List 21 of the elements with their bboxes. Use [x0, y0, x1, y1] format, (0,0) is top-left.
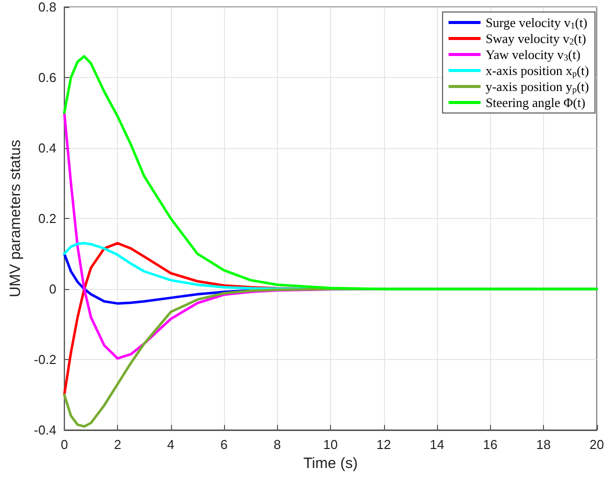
x-tick-label: 16 [483, 437, 498, 452]
x-tick-label: 0 [60, 437, 68, 452]
x-tick-label: 14 [430, 437, 444, 452]
y-tick-label: 0 [49, 282, 56, 296]
x-tick-label: 6 [220, 437, 228, 452]
x-tick-label: 10 [323, 437, 338, 452]
x-axis-title: Time (s) [303, 454, 358, 472]
y-tick-label: -0.2 [34, 352, 56, 367]
x-tick-label: 18 [536, 437, 551, 452]
y-tick-label: 0.8 [38, 0, 56, 14]
x-tick-label: 4 [167, 437, 174, 452]
y-axis-title: UMV parameters status [7, 140, 24, 298]
x-tick-label: 8 [274, 437, 281, 452]
legend-label: Steering angle Φ(t) [486, 95, 586, 110]
x-tick-label: 20 [590, 437, 604, 452]
y-tick-label: 0.2 [38, 211, 56, 226]
x-tick-label: 12 [376, 437, 392, 452]
x-tick-label: 2 [114, 437, 122, 452]
y-tick-label: 0.6 [38, 70, 56, 85]
y-tick-label: -0.4 [34, 422, 56, 438]
y-tick-label: 0.4 [38, 140, 56, 156]
